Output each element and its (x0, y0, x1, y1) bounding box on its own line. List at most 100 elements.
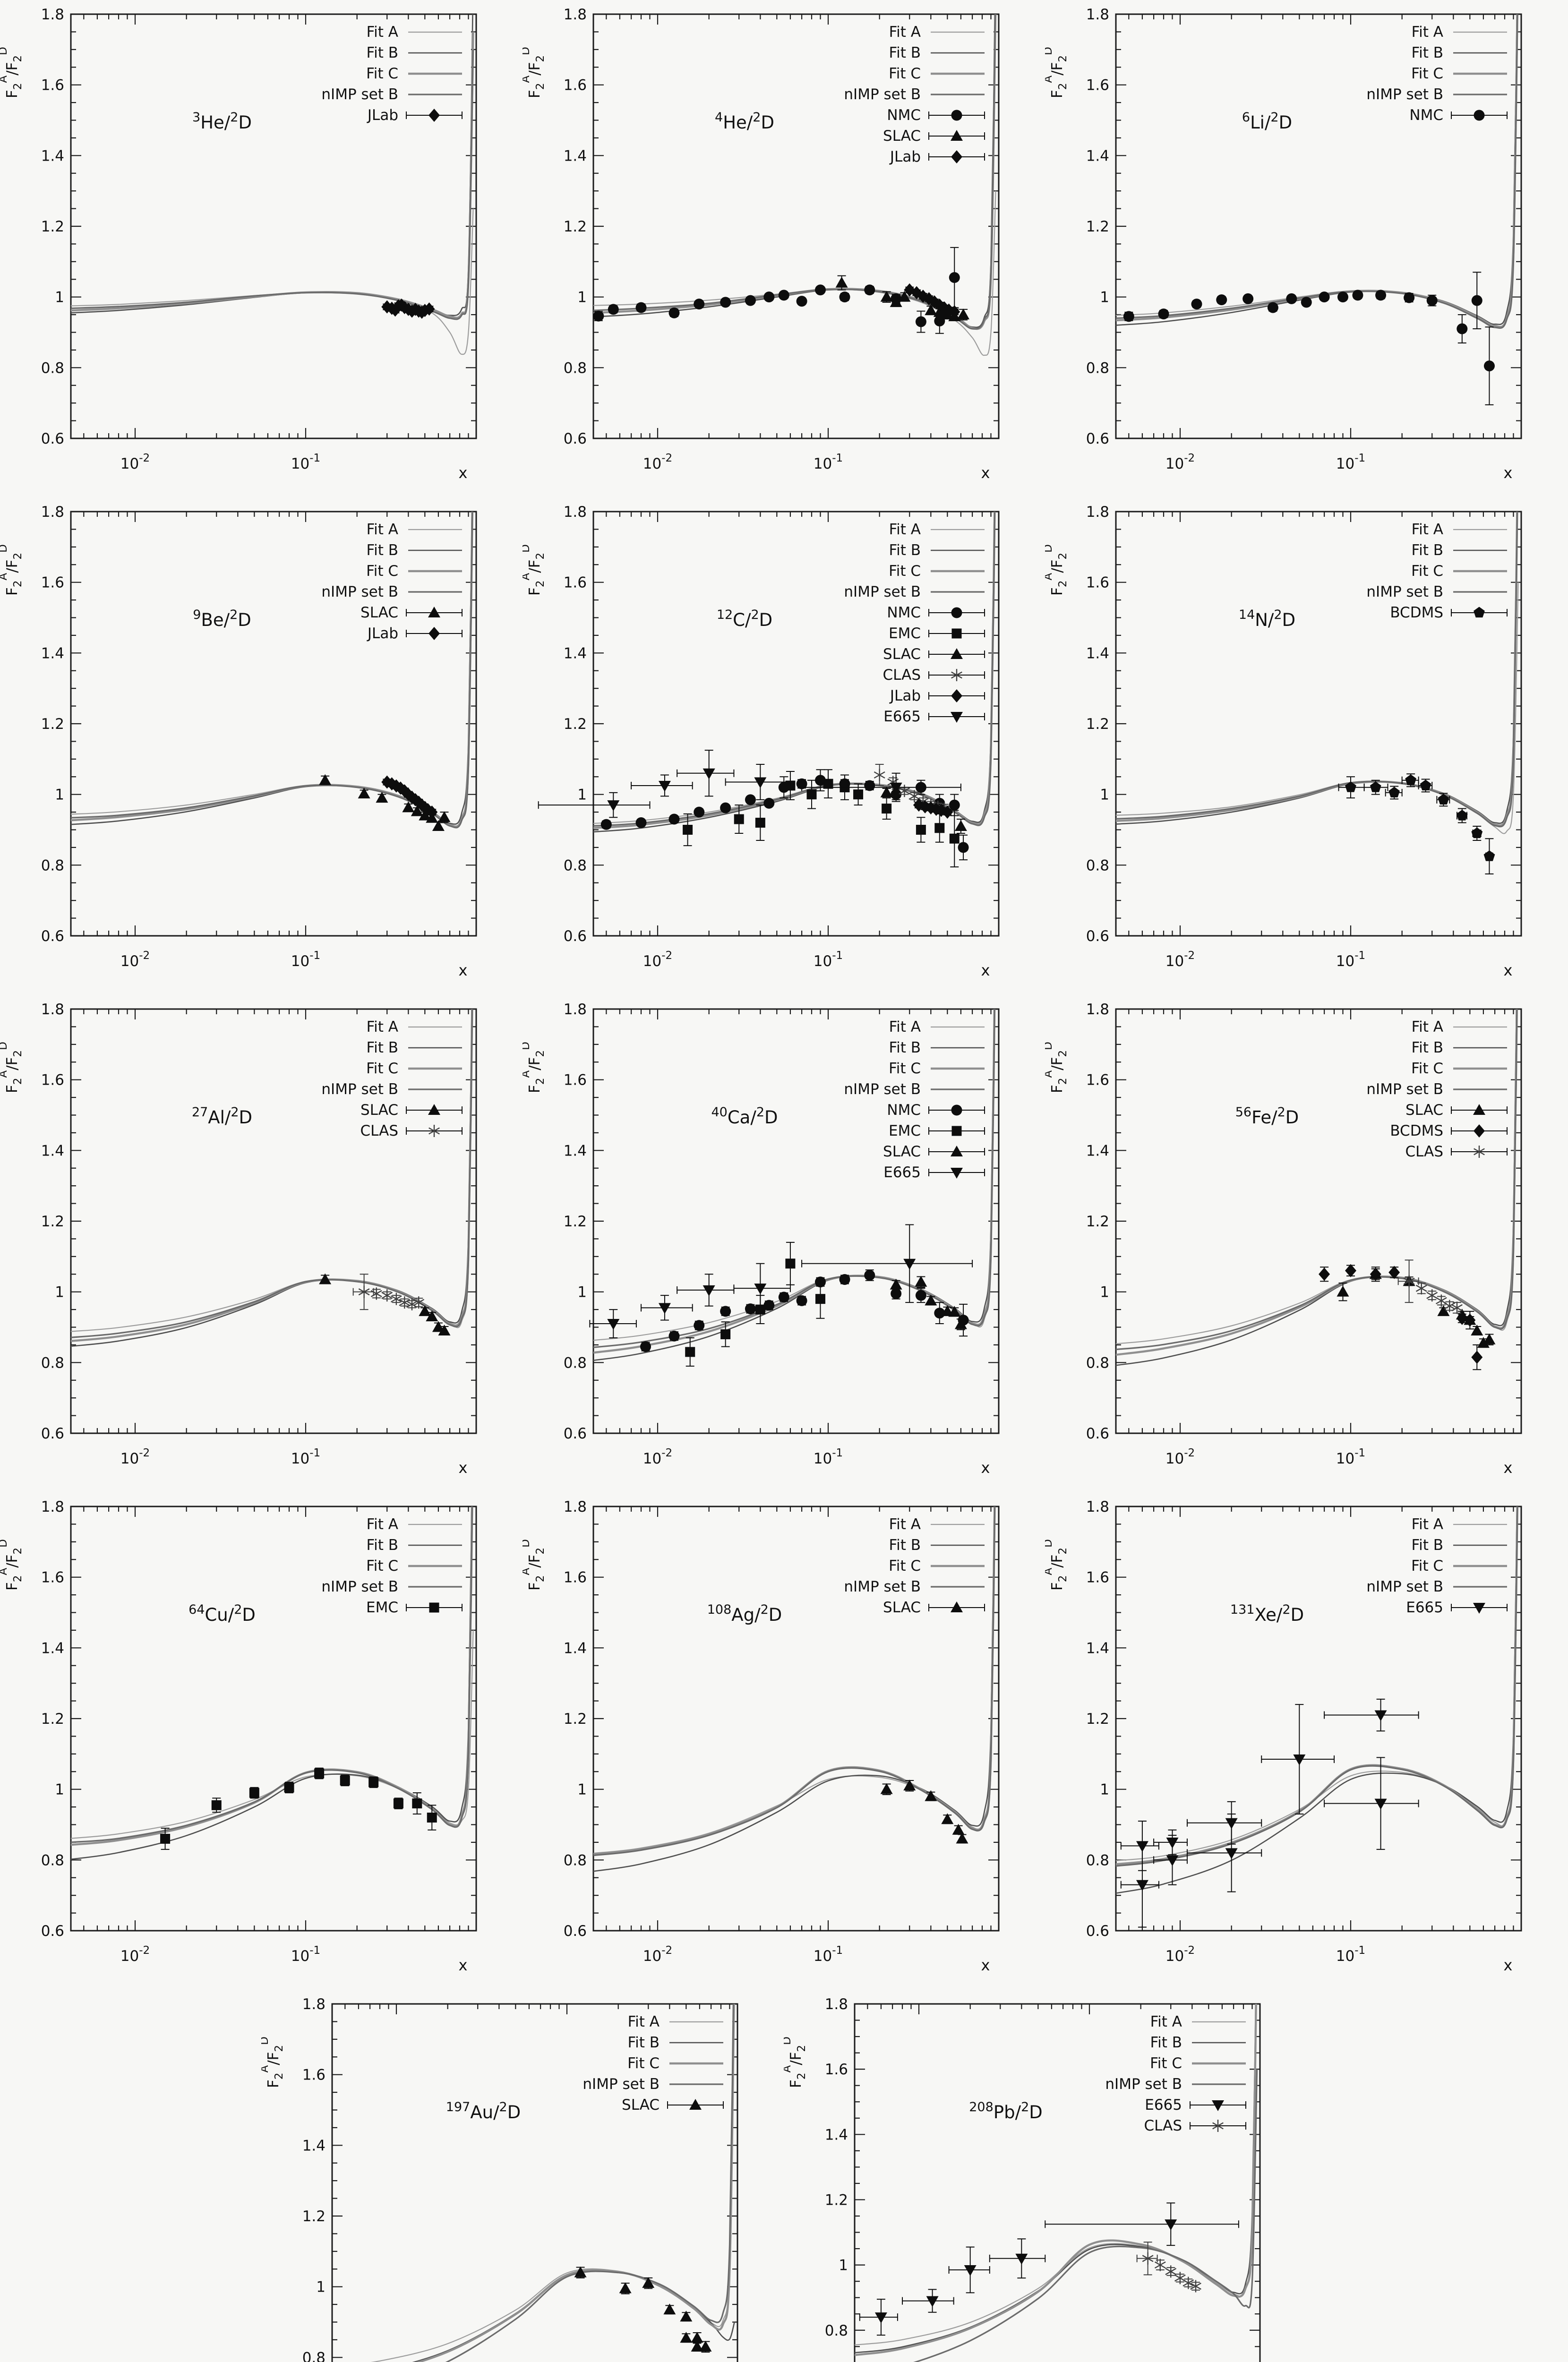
triangle-up-marker-icon (948, 1306, 961, 1317)
circle-marker-icon (600, 819, 612, 830)
asterisk-marker-icon (1182, 2276, 1194, 2289)
square-marker-icon (934, 823, 945, 833)
legend-label: Fit A (1412, 521, 1443, 538)
circle-marker-icon (745, 1303, 756, 1315)
triangle-up-marker-icon (903, 1780, 916, 1791)
square-marker-icon (823, 779, 833, 789)
y-tick-label: 1.2 (825, 2191, 848, 2208)
y-tick-label: 0.8 (41, 1354, 64, 1371)
legend-label: nIMP set B (321, 583, 398, 600)
curve-fit-c (71, 1009, 473, 1342)
asterisk-marker-icon (1154, 2259, 1166, 2271)
curve-nimp-set-b (913, 2069, 1258, 2362)
square-marker-icon (949, 833, 960, 844)
circle-marker-icon (720, 1306, 731, 1317)
fit-curves (593, 1506, 996, 1872)
x-axis-title: x (459, 1459, 468, 1477)
y-tick-label: 1 (1100, 289, 1109, 306)
circle-marker-icon (694, 806, 705, 818)
circle-marker-icon (1301, 297, 1312, 308)
triangle-up-marker-icon (898, 291, 911, 302)
triangle-up-marker-icon (402, 801, 415, 813)
y-tick-label: 1.2 (1086, 1711, 1109, 1728)
curve-fit-a (71, 512, 473, 828)
circle-marker-icon (814, 284, 826, 296)
triangle-down-marker-icon (1166, 1855, 1179, 1866)
plot-frame (331, 2003, 738, 2362)
y-tick-label: 0.8 (564, 1852, 587, 1869)
circle-marker-icon (814, 775, 826, 786)
triangle-up-marker-icon (642, 2277, 655, 2288)
square-marker-icon (211, 1800, 222, 1810)
y-tick-label: 1.6 (41, 1569, 64, 1586)
y-tick-label: 1.2 (1086, 218, 1109, 235)
circle-marker-icon (864, 284, 875, 296)
legend-marker-sample (406, 1104, 463, 1115)
axes-ticks (593, 13, 999, 439)
triangle-down-marker-icon (874, 2312, 887, 2324)
points-e665 (538, 750, 961, 818)
y-tick-label: 1.6 (41, 1072, 64, 1089)
square-marker-icon (785, 1258, 796, 1269)
y-tick-label: 1.6 (41, 77, 64, 94)
legend-marker-sample (406, 109, 463, 122)
legend-label: SLAC (1405, 1102, 1443, 1119)
y-tick-label: 0.8 (564, 359, 587, 377)
curve-nimp-set-b (593, 14, 996, 330)
square-marker-icon (755, 818, 765, 828)
panel-be9-d: 0.6 0.8 1 1.2 1.4 1.6 1.8 10-2 10-1 F2A/F2D x 9Be/2… (0, 504, 477, 979)
asterisk-marker-icon (381, 1289, 393, 1302)
legend-label: Fit B (367, 1039, 398, 1056)
points-e665 (859, 2202, 1239, 2336)
axes-ticks (855, 2003, 1260, 2347)
x-tick-label: 10-1 (291, 950, 320, 970)
circle-marker-icon (640, 1341, 651, 1352)
points-slac (574, 2266, 712, 2353)
x-axis-title: x (1504, 961, 1513, 979)
square-marker-icon (284, 1782, 294, 1793)
points-clas (352, 1274, 425, 1310)
y-tick-label: 1.6 (41, 574, 64, 591)
curve-nimp-set-b (1116, 512, 1518, 828)
x-tick-label: 10-1 (814, 950, 843, 970)
legend: Fit A Fit B Fit C nIMP set B SLAC CLAS (321, 1018, 463, 1139)
circle-marker-icon (915, 1290, 926, 1301)
curve-nimp-set-b (71, 512, 473, 829)
y-tick-label: 1.8 (41, 1001, 64, 1018)
legend-label: Fit C (1411, 1558, 1443, 1575)
circle-marker-icon (864, 780, 875, 791)
legend-marker-sample (928, 712, 985, 723)
circle-marker-icon (694, 299, 705, 310)
legend-label: Fit A (1412, 1018, 1443, 1036)
triangle-up-marker-icon (880, 786, 893, 797)
y-tick-label: 1.6 (825, 2061, 848, 2078)
y-axis-title: F2A/F2D (0, 1539, 24, 1591)
x-tick-label: 10-1 (1336, 452, 1365, 472)
legend-label: Fit C (1150, 2055, 1182, 2072)
x-tick-label: 10-1 (814, 1447, 843, 1467)
y-tick-label: 0.6 (41, 928, 64, 945)
asterisk-marker-icon (1426, 1289, 1438, 1302)
legend-label: nIMP set B (844, 1578, 921, 1595)
legend-label: BCDMS (1390, 1122, 1443, 1139)
circle-marker-icon (763, 797, 775, 809)
triangle-down-marker-icon (1374, 1798, 1387, 1810)
triangle-up-marker-icon (432, 1321, 445, 1332)
legend-label: E665 (883, 708, 921, 725)
legend-marker-sample (928, 130, 985, 141)
triangle-up-marker-icon (890, 296, 902, 307)
panel-ag108-d: 0.6 0.8 1 1.2 1.4 1.6 1.8 10-2 10-1 F2A/F2D x 108Ag… (523, 1498, 1000, 1974)
legend-label: Fit A (889, 521, 921, 538)
fit-curves (71, 512, 473, 829)
triangle-down-marker-icon (703, 768, 715, 779)
triangle-up-marker-icon (680, 2332, 693, 2343)
points-jlab (904, 283, 960, 319)
y-tick-label: 0.6 (1086, 1923, 1109, 1940)
legend-marker-sample (928, 628, 985, 639)
legend-label: Fit B (628, 2034, 660, 2051)
legend-label: Fit A (889, 1018, 921, 1036)
diamond-marker-icon (1471, 1351, 1483, 1364)
asterisk-marker-icon (951, 669, 962, 681)
square-marker-icon (951, 1126, 962, 1136)
